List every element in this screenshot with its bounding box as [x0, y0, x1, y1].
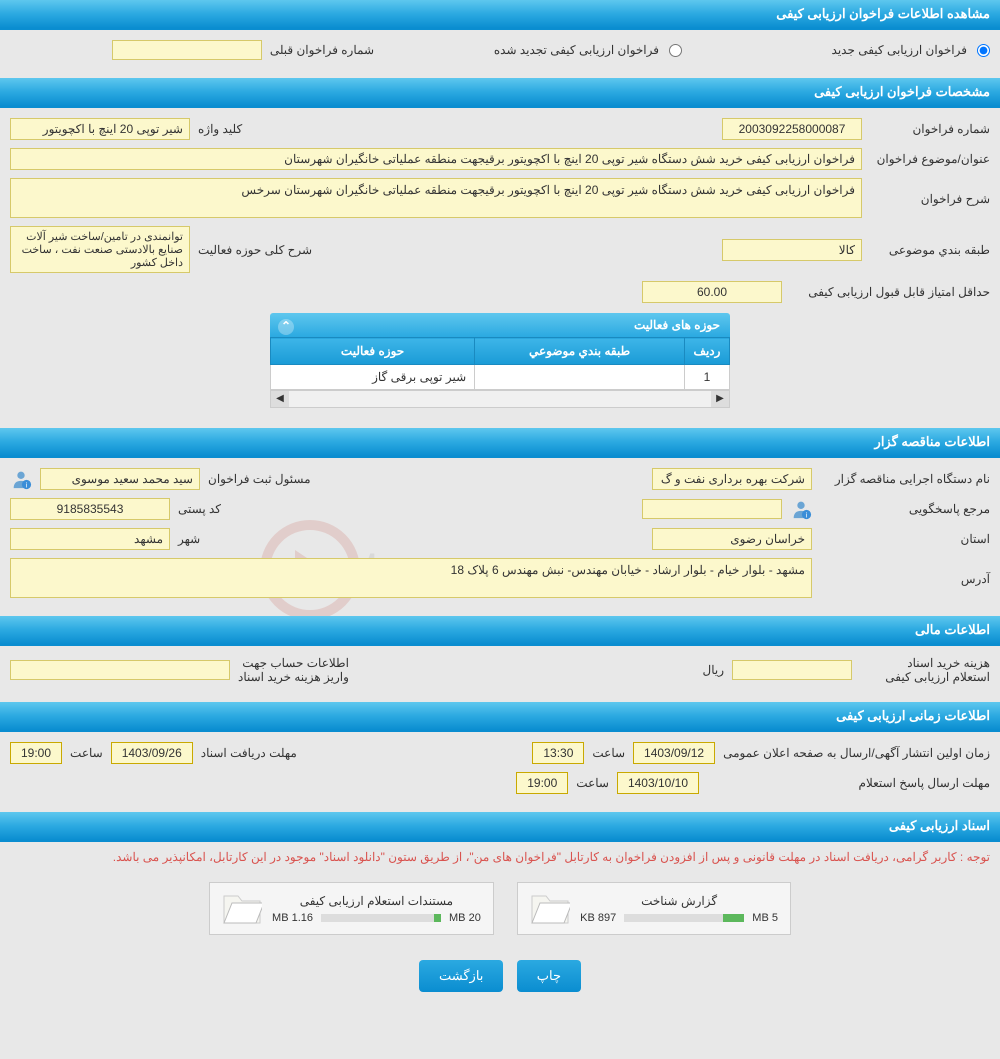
radio-renewed-call[interactable]	[669, 44, 682, 57]
field-registrar: سید محمد سعید موسوی	[40, 468, 200, 490]
field-category: کالا	[722, 239, 862, 261]
label-time3: ساعت	[576, 776, 609, 790]
label-city: شهر	[178, 532, 200, 546]
label-keyword: کلید واژه	[198, 122, 242, 136]
time-doc-deadline: 19:00	[10, 742, 62, 764]
label-province: استان	[820, 532, 990, 546]
grid-title: حوزه های فعالیت ⌃	[270, 313, 730, 337]
scroll-right-icon[interactable]: ▶	[711, 391, 729, 407]
doc-title: مستندات استعلام ارزیابی کیفی	[272, 894, 481, 908]
label-time1: ساعت	[592, 746, 625, 760]
label-first-publish: زمان اولین انتشار آگهی/ارسال به صفحه اعل…	[723, 746, 990, 760]
label-doc-cost: هزینه خرید اسناد استعلام ارزیابی کیفی	[860, 656, 990, 684]
cell-category	[475, 365, 685, 390]
date-first-publish: 1403/09/12	[633, 742, 715, 764]
label-response: مهلت ارسال پاسخ استعلام	[707, 776, 990, 790]
progress-fill	[434, 914, 441, 922]
label-renewed-call: فراخوان ارزیابی کیفی تجدید شده	[494, 43, 659, 57]
time-first-publish: 13:30	[532, 742, 584, 764]
doc-item[interactable]: گزارش شناخت 5 MB 897 KB	[517, 882, 791, 935]
radio-new-call[interactable]	[977, 44, 990, 57]
section-header-docs: اسناد ارزیابی کیفی	[0, 812, 1000, 842]
label-address: آدرس	[820, 558, 990, 586]
doc-used: 1.16 MB	[272, 912, 313, 924]
time-response: 19:00	[516, 772, 568, 794]
label-new-call: فراخوان ارزیابی کیفی جدید	[832, 43, 967, 57]
field-keyword: شیر توپی 20 اینچ با اکچویتور	[10, 118, 190, 140]
label-prev-number: شماره فراخوان قبلی	[270, 43, 374, 57]
avatar-icon: i	[790, 498, 812, 520]
section-header-specs: مشخصات فراخوان ارزیابی کیفی	[0, 78, 1000, 108]
label-registrar: مسئول ثبت فراخوان	[208, 472, 311, 486]
field-postal-code: 9185835543	[10, 498, 170, 520]
section-header-info: مشاهده اطلاعات فراخوان ارزیابی کیفی	[0, 0, 1000, 30]
progress-bar	[624, 914, 744, 922]
label-call-number: شماره فراخوان	[870, 122, 990, 136]
collapse-icon[interactable]: ⌃	[278, 319, 294, 335]
back-button[interactable]: بازگشت	[419, 960, 503, 992]
doc-item[interactable]: مستندات استعلام ارزیابی کیفی 20 MB 1.16 …	[209, 882, 494, 935]
field-prev-number	[112, 40, 262, 60]
section-header-financial: اطلاعات مالی	[0, 616, 1000, 646]
doc-total: 20 MB	[449, 912, 481, 924]
field-address: مشهد - بلوار خیام - بلوار ارشاد - خیابان…	[10, 558, 812, 598]
field-description: فراخوان ارزیابی کیفی خرید شش دستگاه شیر …	[10, 178, 862, 218]
section-header-timing: اطلاعات زمانی ارزیابی کیفی	[0, 702, 1000, 732]
cell-index: 1	[685, 365, 730, 390]
scroll-left-icon[interactable]: ◀	[271, 391, 289, 407]
field-activity-scope-desc: توانمندی در تامین/ساخت شیر آلات صنایع با…	[10, 226, 190, 273]
label-description: شرح فراخوان	[870, 178, 990, 206]
doc-total: 5 MB	[752, 912, 778, 924]
field-title: فراخوان ارزیابی کیفی خرید شش دستگاه شیر …	[10, 148, 862, 170]
grid-scrollbar[interactable]: ▶ ◀	[270, 390, 730, 408]
section-header-bidder: اطلاعات مناقصه گزار	[0, 428, 1000, 458]
activity-table: ردیف طبقه بندي موضوعي حوزه فعالیت 1 شیر …	[270, 337, 730, 390]
label-activity-scope-desc: شرح کلی حوزه فعالیت	[198, 243, 312, 257]
label-min-score: حداقل امتیاز قابل قبول ارزیابی کیفی	[790, 285, 990, 299]
col-scope: حوزه فعالیت	[271, 338, 475, 365]
progress-fill	[723, 914, 745, 922]
doc-used: 897 KB	[580, 912, 616, 924]
cell-scope: شیر توپی برقی گاز	[271, 365, 475, 390]
grid-title-text: حوزه های فعالیت	[634, 318, 720, 332]
field-min-score: 60.00	[642, 281, 782, 303]
field-doc-cost	[732, 660, 852, 680]
label-doc-deadline: مهلت دریافت اسناد	[201, 746, 297, 760]
label-title: عنوان/موضوع فراخوان	[870, 152, 990, 166]
field-province: خراسان رضوی	[652, 528, 812, 550]
field-city: مشهد	[10, 528, 170, 550]
field-executive: شرکت بهره برداری نفت و گ	[652, 468, 812, 490]
col-category: طبقه بندي موضوعي	[475, 338, 685, 365]
doc-title: گزارش شناخت	[580, 894, 778, 908]
col-row: ردیف	[685, 338, 730, 365]
field-account-info	[10, 660, 230, 680]
date-response: 1403/10/10	[617, 772, 699, 794]
folder-icon	[530, 891, 570, 926]
label-responder: مرجع پاسخگویی	[820, 502, 990, 516]
activity-grid: حوزه های فعالیت ⌃ ردیف طبقه بندي موضوعي …	[270, 313, 730, 408]
field-responder	[642, 499, 782, 519]
field-call-number: 2003092258000087	[722, 118, 862, 140]
folder-icon	[222, 891, 262, 926]
progress-bar	[321, 914, 441, 922]
avatar-icon: i	[10, 468, 32, 490]
label-account-info: اطلاعات حساب جهت واریز هزینه خرید اسناد	[238, 656, 349, 684]
docs-notice: توجه : کاربر گرامی، دریافت اسناد در مهلت…	[0, 842, 1000, 872]
date-doc-deadline: 1403/09/26	[111, 742, 193, 764]
table-row: 1 شیر توپی برقی گاز	[271, 365, 730, 390]
label-category: طبقه بندي موضوعی	[870, 243, 990, 257]
label-postal-code: کد پستی	[178, 502, 221, 516]
label-executive: نام دستگاه اجرایی مناقصه گزار	[820, 472, 990, 486]
label-time2: ساعت	[70, 746, 103, 760]
print-button[interactable]: چاپ	[517, 960, 581, 992]
label-currency: ریال	[702, 663, 724, 677]
